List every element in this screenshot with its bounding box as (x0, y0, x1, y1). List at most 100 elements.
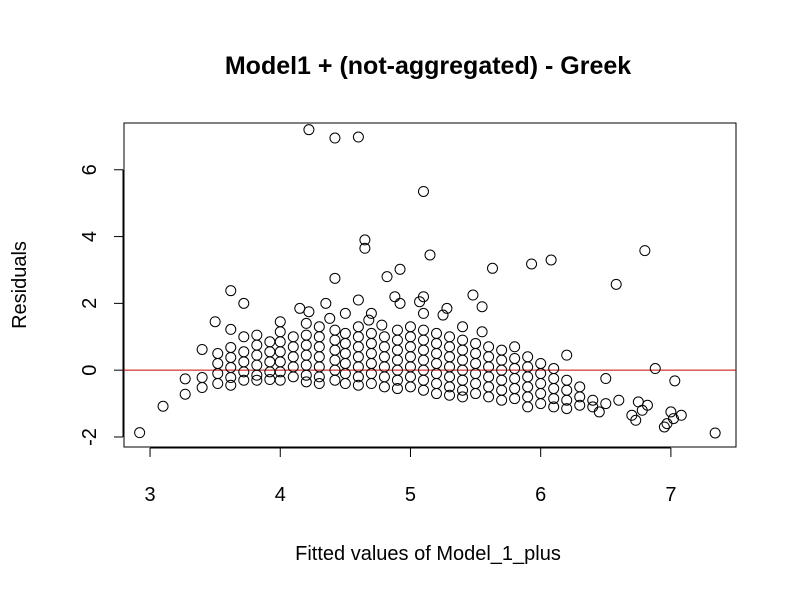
data-point (417, 384, 429, 396)
data-point (287, 371, 299, 383)
x-axis-label: Fitted values of Model_1_plus (295, 543, 561, 565)
x-tick-label: 3 (144, 484, 155, 506)
data-point (394, 297, 406, 309)
data-points (134, 124, 721, 439)
x-tick-label: 5 (405, 484, 416, 506)
data-point (665, 406, 677, 418)
data-point (179, 388, 191, 400)
data-point (196, 382, 208, 394)
data-point (352, 294, 364, 306)
data-point (225, 379, 237, 391)
data-point (394, 263, 406, 275)
data-point (509, 393, 521, 405)
data-point (470, 388, 482, 400)
chart-title: Model1 + (not-aggregated) - Greek (225, 52, 631, 80)
data-point (574, 399, 586, 411)
data-point (444, 389, 456, 401)
y-tick-label: 2 (79, 298, 101, 309)
data-point (320, 297, 332, 309)
data-point (196, 343, 208, 355)
data-point (209, 316, 221, 328)
data-point (483, 391, 495, 403)
data-point (313, 371, 325, 383)
data-point (251, 374, 263, 386)
data-point (251, 369, 263, 381)
data-point (404, 381, 416, 393)
data-point (424, 249, 436, 261)
data-point (339, 307, 351, 319)
data-point (709, 427, 721, 439)
data-point (431, 388, 443, 400)
data-point (526, 258, 538, 270)
data-point (225, 285, 237, 297)
data-point (641, 399, 653, 411)
data-point (610, 278, 622, 290)
x-axis: 3 4 5 6 7 (144, 447, 676, 506)
data-point (669, 375, 681, 387)
data-point (649, 363, 661, 375)
data-point (352, 379, 364, 391)
data-point (639, 245, 651, 257)
x-tick-label: 6 (535, 484, 546, 506)
x-tick-label: 7 (665, 484, 676, 506)
data-point (359, 234, 371, 246)
data-point (561, 394, 573, 406)
data-point (548, 393, 560, 405)
data-point (668, 413, 679, 425)
data-point (303, 124, 315, 136)
data-point (313, 378, 325, 390)
y-tick-label: 6 (79, 164, 101, 175)
data-point (329, 374, 341, 386)
data-point (300, 376, 312, 388)
data-point (476, 301, 488, 313)
y-axis-label: Residuals (9, 241, 31, 329)
data-point (363, 314, 375, 326)
data-point (467, 289, 479, 301)
data-point (437, 309, 449, 321)
data-point (417, 291, 429, 303)
y-tick-label: 4 (79, 231, 101, 242)
data-point (225, 323, 237, 335)
data-point (600, 373, 612, 385)
data-point (593, 406, 605, 418)
y-tick-label: 0 (79, 365, 101, 376)
data-point (522, 401, 534, 413)
data-point (391, 374, 403, 386)
data-point (238, 366, 250, 378)
data-point (339, 378, 351, 390)
data-point (457, 384, 469, 396)
data-point (365, 378, 377, 390)
data-point (359, 242, 371, 254)
data-point (457, 391, 469, 403)
data-point (417, 185, 429, 197)
data-point (378, 381, 390, 393)
data-point (300, 317, 312, 329)
data-point (417, 307, 429, 319)
data-point (658, 421, 670, 433)
data-point (179, 373, 191, 385)
data-point (675, 409, 687, 421)
data-point (303, 306, 315, 318)
data-point (352, 131, 364, 143)
data-point (391, 383, 403, 395)
data-point (545, 254, 557, 266)
data-point (365, 307, 377, 319)
data-point (157, 400, 169, 412)
data-point (613, 394, 625, 406)
data-point (574, 391, 586, 403)
data-point (587, 394, 599, 406)
data-point (238, 297, 250, 309)
data-point (630, 414, 642, 426)
data-point (535, 398, 547, 410)
data-point (352, 371, 364, 383)
data-point (487, 262, 498, 274)
data-point (274, 366, 286, 378)
data-point (561, 403, 573, 415)
data-point (548, 401, 560, 413)
data-point (238, 331, 250, 343)
data-point (212, 378, 224, 390)
data-point (381, 271, 393, 283)
data-point (457, 321, 469, 333)
